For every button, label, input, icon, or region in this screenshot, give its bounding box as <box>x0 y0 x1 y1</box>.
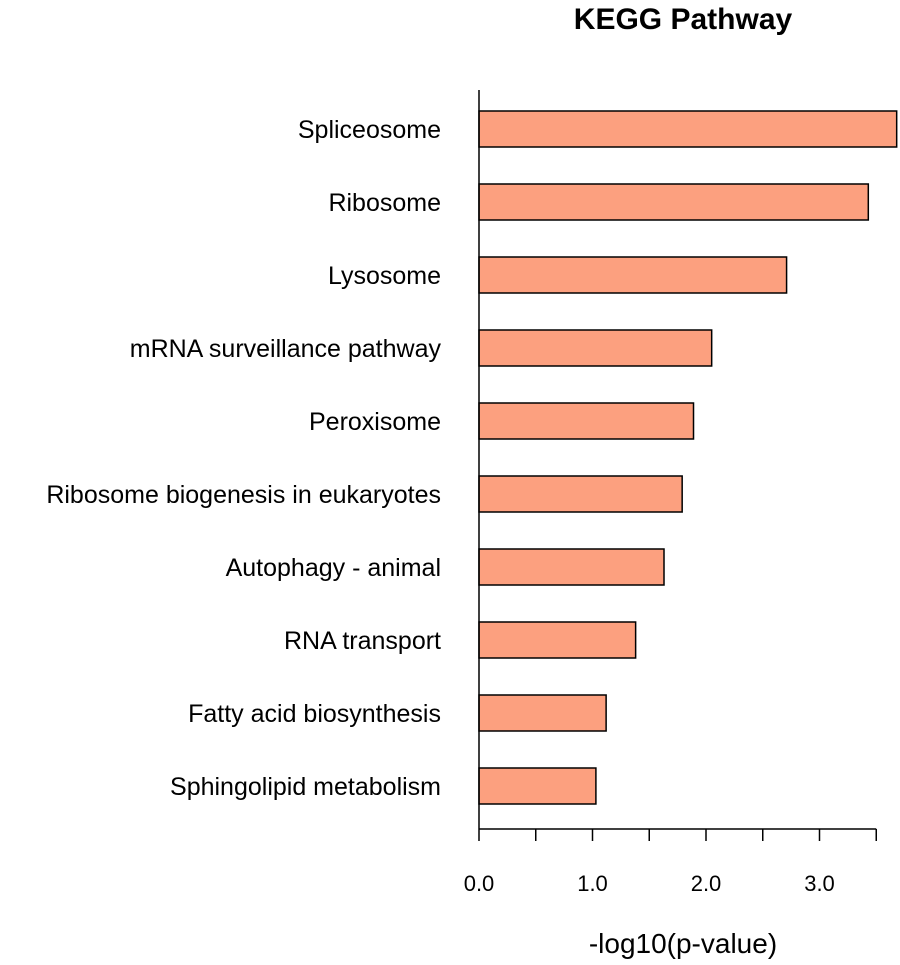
bar-4 <box>478 402 695 440</box>
bar-6 <box>478 548 665 586</box>
bar-9 <box>478 767 597 805</box>
category-label-6: Autophagy - animal <box>226 554 441 582</box>
category-label-9: Sphingolipid metabolism <box>170 773 441 801</box>
category-label-1: Ribosome <box>328 189 441 217</box>
category-label-7: RNA transport <box>284 627 441 655</box>
category-labels-group: Spliceosome Ribosome Lysosome mRNA surveill… <box>46 116 441 801</box>
category-label-2: Lysosome <box>328 262 441 290</box>
x-tick-label-0: 0.0 <box>464 871 495 896</box>
x-tick-label-2: 1.0 <box>577 871 608 896</box>
bar-5 <box>478 475 683 513</box>
x-axis-title: -log10(p-value) <box>589 928 777 959</box>
bar-2 <box>478 256 788 294</box>
bar-7 <box>478 621 637 659</box>
x-tick-label-6: 3.0 <box>804 871 835 896</box>
category-label-8: Fatty acid biosynthesis <box>188 700 441 728</box>
bar-1 <box>478 183 870 221</box>
category-label-5: Ribosome biogenesis in eukaryotes <box>46 481 441 509</box>
bar-3 <box>478 329 713 367</box>
x-tick-label-4: 2.0 <box>691 871 722 896</box>
bars-group <box>478 110 898 805</box>
x-ticks-group: 0.0 1.0 2.0 3.0 <box>464 829 877 896</box>
category-label-4: Peroxisome <box>309 408 441 436</box>
category-label-0: Spliceosome <box>298 116 441 144</box>
chart-title: KEGG Pathway <box>574 3 793 36</box>
bar-8 <box>478 694 607 732</box>
bar-0 <box>478 110 898 148</box>
category-label-3: mRNA surveillance pathway <box>130 335 442 363</box>
